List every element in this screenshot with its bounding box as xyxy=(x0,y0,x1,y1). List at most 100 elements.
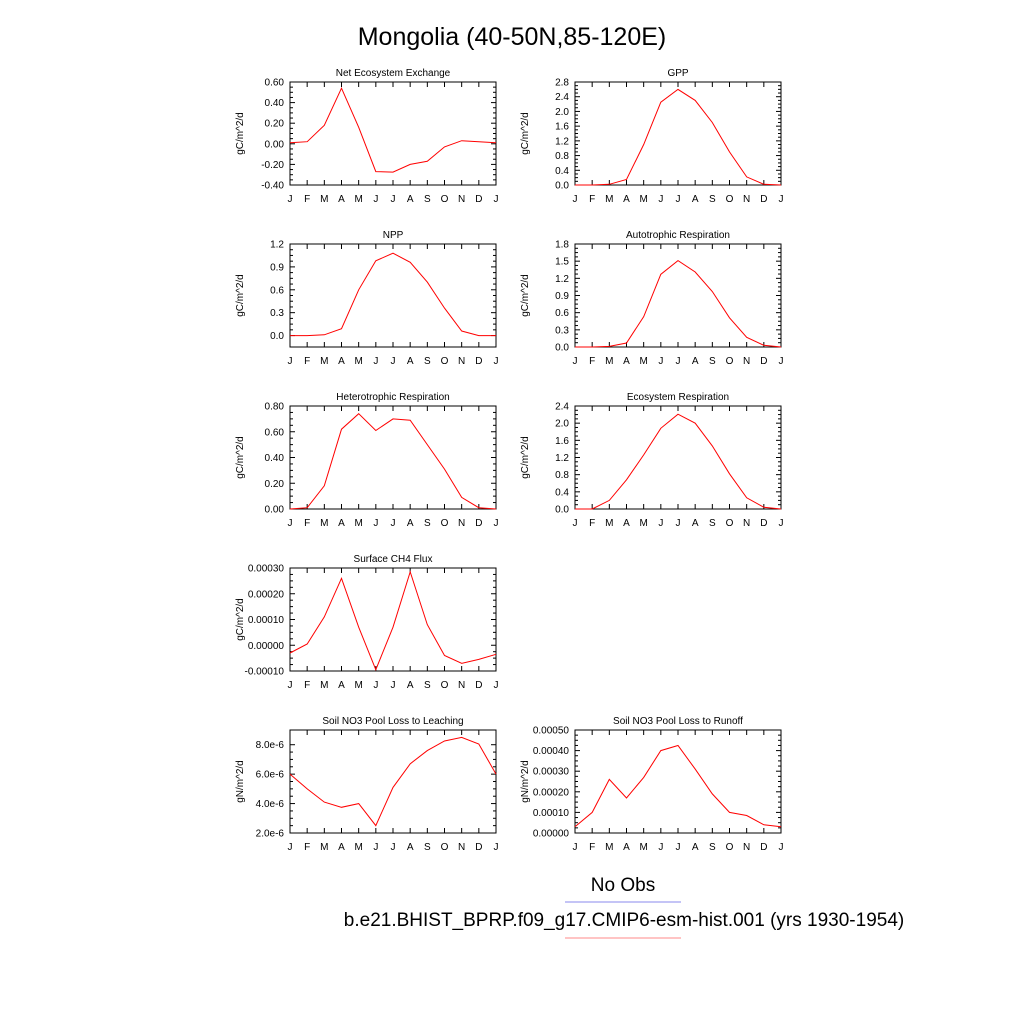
x-tick-label: F xyxy=(304,194,310,205)
x-tick-label: M xyxy=(320,518,328,529)
y-tick-label: 0.00 xyxy=(265,505,285,516)
x-tick-label: D xyxy=(475,356,482,367)
x-tick-label: J xyxy=(373,356,378,367)
y-tick-label: 2.4 xyxy=(555,92,569,103)
y-tick-label: 4.0e-6 xyxy=(256,799,285,810)
x-tick-label: M xyxy=(354,680,362,691)
x-tick-label: M xyxy=(354,518,362,529)
x-tick-label: D xyxy=(760,842,767,853)
y-tick-label: 0.00010 xyxy=(533,808,570,819)
x-tick-label: J xyxy=(373,842,378,853)
x-tick-label: J xyxy=(391,356,396,367)
x-tick-label: J xyxy=(658,518,663,529)
x-tick-label: S xyxy=(424,680,431,691)
x-tick-label: J xyxy=(288,842,293,853)
y-tick-label: 0.0 xyxy=(555,181,569,192)
x-tick-label: M xyxy=(320,356,328,367)
x-tick-label: J xyxy=(676,842,681,853)
y-tick-label: 2.0 xyxy=(555,107,569,118)
x-tick-label: A xyxy=(407,356,414,367)
x-tick-label: F xyxy=(304,356,310,367)
series-line xyxy=(575,259,782,348)
series-line xyxy=(290,252,496,337)
x-tick-label: N xyxy=(458,356,465,367)
plot-frame xyxy=(574,81,782,186)
chart-panel-5: Heterotrophic Respiration 0.00 0.20 0.40 0.6… xyxy=(235,392,499,529)
y-tick-label: 0.9 xyxy=(555,291,569,302)
panel-title: Autotrophic Respiration xyxy=(626,230,730,241)
chart-panel-1: Net Ecosystem Exchange -0.40 -0.20 0.00 0.20… xyxy=(235,68,499,205)
y-tick-label: 0.40 xyxy=(265,98,285,109)
x-tick-label: J xyxy=(779,842,784,853)
x-tick-label: J xyxy=(494,680,499,691)
x-tick-label: J xyxy=(494,842,499,853)
y-tick-label: 0.80 xyxy=(265,402,285,413)
x-tick-label: J xyxy=(779,518,784,529)
x-tick-label: S xyxy=(709,518,716,529)
x-tick-label: J xyxy=(391,842,396,853)
y-tick-label: 6.0e-6 xyxy=(256,770,285,781)
x-tick-label: A xyxy=(623,194,630,205)
x-tick-label: J xyxy=(288,518,293,529)
x-tick-label: J xyxy=(573,356,578,367)
plot-frame xyxy=(289,729,497,834)
x-tick-label: M xyxy=(320,842,328,853)
x-tick-label: O xyxy=(441,518,449,529)
legend: No Obs b.e21.BHIST_BPRP.f09_g17.CMIP6-es… xyxy=(344,875,904,939)
x-tick-label: M xyxy=(354,842,362,853)
x-tick-label: N xyxy=(458,194,465,205)
x-tick-label: M xyxy=(320,680,328,691)
x-tick-label: O xyxy=(441,842,449,853)
panel-title: Surface CH4 Flux xyxy=(354,554,433,565)
x-tick-label: J xyxy=(494,194,499,205)
x-tick-label: O xyxy=(726,356,734,367)
y-tick-label: 0.00040 xyxy=(533,746,570,757)
x-tick-label: A xyxy=(407,518,414,529)
y-tick-label: 1.8 xyxy=(555,240,569,251)
y-tick-label: 0.00020 xyxy=(248,589,285,600)
x-tick-label: J xyxy=(494,356,499,367)
x-tick-label: A xyxy=(407,842,414,853)
x-tick-label: F xyxy=(589,518,595,529)
plot-frame xyxy=(289,405,497,510)
chart-panels: Net Ecosystem Exchange -0.40 -0.20 0.00 0.20… xyxy=(235,68,784,853)
chart-panel-6: Ecosystem Respiration 0.0 0.4 0.8 1.2 1.6 2.0 2… xyxy=(520,392,784,529)
x-tick-label: F xyxy=(304,842,310,853)
x-tick-label: D xyxy=(475,842,482,853)
x-tick-label: S xyxy=(424,518,431,529)
x-tick-label: D xyxy=(760,194,767,205)
x-tick-label: A xyxy=(338,194,345,205)
x-tick-label: J xyxy=(288,680,293,691)
plot-frame xyxy=(574,243,782,348)
x-tick-label: M xyxy=(320,194,328,205)
y-tick-label: 0.6 xyxy=(555,308,569,319)
x-tick-label: N xyxy=(458,518,465,529)
x-tick-label: J xyxy=(573,194,578,205)
x-tick-label: S xyxy=(709,194,716,205)
panel-title: GPP xyxy=(667,68,688,79)
series-line xyxy=(289,86,497,173)
y-tick-label: 0.8 xyxy=(555,151,569,162)
x-tick-label: S xyxy=(709,842,716,853)
y-tick-label: 1.6 xyxy=(555,436,569,447)
x-tick-label: J xyxy=(676,194,681,205)
x-tick-label: J xyxy=(573,842,578,853)
panel-title: Ecosystem Respiration xyxy=(627,392,729,403)
y-tick-label: 2.8 xyxy=(555,78,569,89)
x-tick-label: J xyxy=(494,518,499,529)
y-tick-label: -0.20 xyxy=(261,160,284,171)
x-tick-label: O xyxy=(441,356,449,367)
x-tick-label: F xyxy=(589,194,595,205)
x-tick-label: A xyxy=(623,356,630,367)
y-axis-label: gC/m^2/d xyxy=(235,112,246,155)
y-tick-label: 1.2 xyxy=(555,136,569,147)
x-tick-label: M xyxy=(639,194,647,205)
x-tick-label: A xyxy=(623,842,630,853)
y-tick-label: 0.0 xyxy=(555,505,569,516)
plot-frame xyxy=(574,405,782,510)
y-tick-label: 2.0e-6 xyxy=(256,829,285,840)
x-tick-label: F xyxy=(589,842,595,853)
x-tick-label: J xyxy=(658,194,663,205)
